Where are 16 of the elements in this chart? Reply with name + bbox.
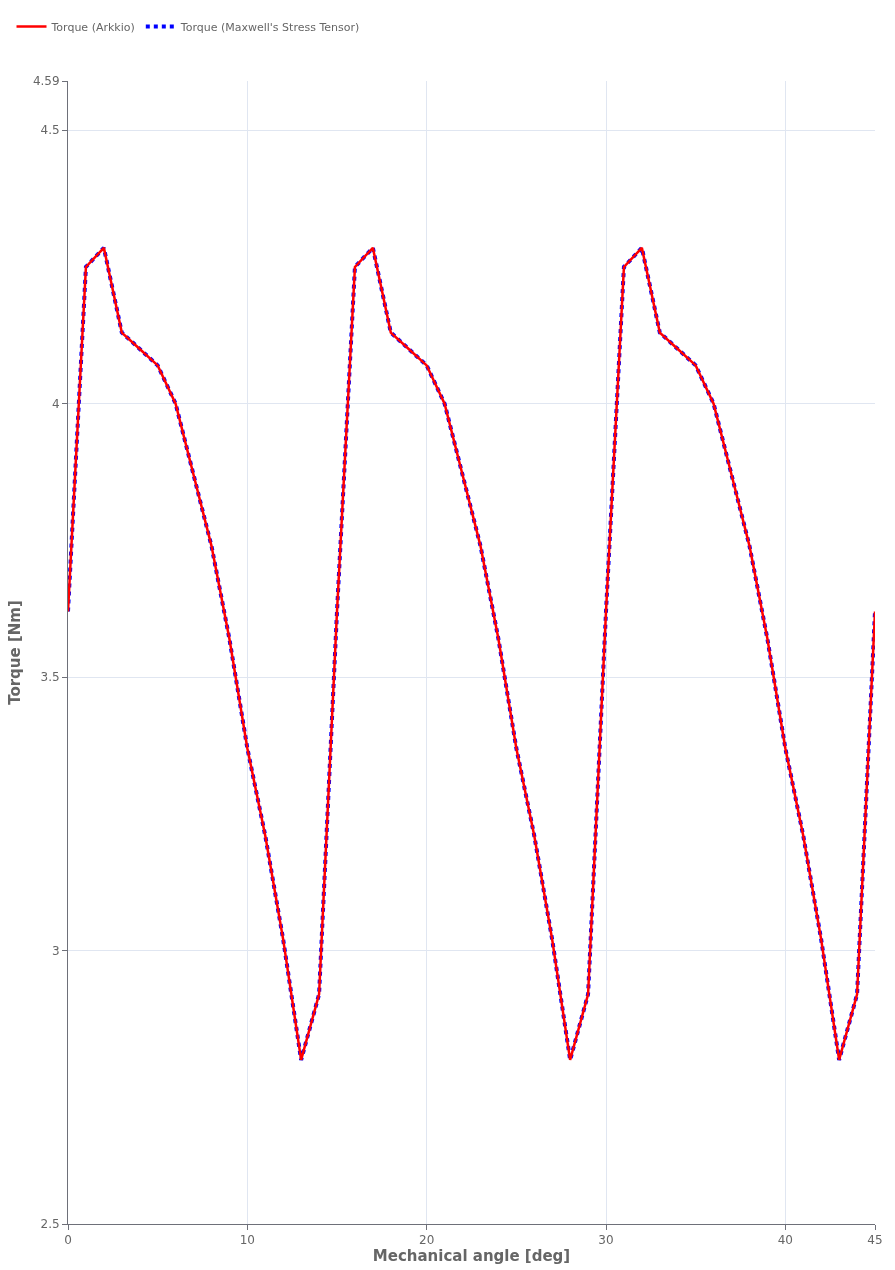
y-axis-title: Torque [Nm] [6, 600, 25, 705]
y-tick-label: 2.5 [40, 1217, 60, 1232]
legend-label: Torque (Arkkio) [50, 20, 135, 34]
x-tick-label: 40 [777, 1233, 793, 1248]
x-tick-label: 30 [598, 1233, 614, 1248]
y-tick-label: 4.59 [32, 74, 60, 89]
y-tick-label: 4 [51, 396, 60, 411]
legend-label: Torque (Maxwell's Stress Tensor) [179, 20, 360, 34]
x-tick-label: 45 [867, 1233, 883, 1248]
x-axis-title: Mechanical angle [deg] [372, 1247, 571, 1266]
x-tick-label: 10 [239, 1233, 255, 1248]
x-tick-label: 20 [419, 1233, 435, 1248]
y-tick-label: 3 [51, 943, 60, 958]
x-tick-label: 0 [64, 1233, 72, 1248]
y-tick-label: 3.5 [40, 670, 60, 685]
y-tick-label: 4.5 [40, 123, 60, 138]
